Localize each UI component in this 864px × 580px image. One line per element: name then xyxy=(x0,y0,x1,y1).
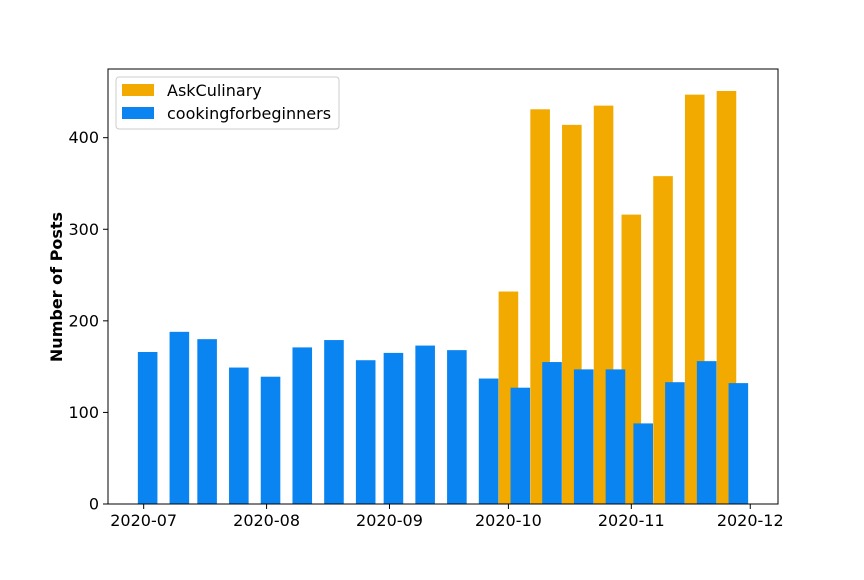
bar-cookingforbeginners-2020-08-10 xyxy=(292,347,313,504)
bar-cookingforbeginners-2020-08-02 xyxy=(260,376,281,504)
bar-cookingforbeginners-2020-08-18 xyxy=(324,340,344,504)
bar-cookingforbeginners-2020-09-26 xyxy=(478,378,499,504)
x-tick-label-2020-12: 2020-12 xyxy=(717,511,784,530)
bar-cookingforbeginners-2020-10-20 xyxy=(573,369,594,504)
legend-box xyxy=(115,76,340,130)
bar-cookingforbeginners-2020-07-17 xyxy=(197,339,217,504)
legend-swatch-AskCulinary xyxy=(122,84,154,96)
bar-cookingforbeginners-2020-11-04 xyxy=(633,423,653,504)
bar-cookingforbeginners-2020-11-12 xyxy=(665,382,685,504)
y-axis-label: Number of Posts xyxy=(47,212,66,362)
bar-cookingforbeginners-2020-09-18 xyxy=(447,350,467,504)
bar-cookingforbeginners-2020-07-02 xyxy=(137,351,158,504)
bar-cookingforbeginners-2020-11-28 xyxy=(728,383,749,504)
y-tick-label-200: 200 xyxy=(68,311,99,330)
x-tick-label-2020-07: 2020-07 xyxy=(110,511,177,530)
legend-label-cookingforbeginners: cookingforbeginners xyxy=(167,104,331,123)
series-cookingforbeginners xyxy=(137,331,749,504)
bar-cookingforbeginners-2020-07-25 xyxy=(229,367,249,504)
y-tick-label-400: 400 xyxy=(68,128,99,147)
y-axis: 0 100 200 300 400 xyxy=(68,128,108,514)
legend-swatch-cookingforbeginners xyxy=(122,107,154,119)
bar-cookingforbeginners-2020-07-10 xyxy=(169,331,190,504)
x-tick-label-2020-09: 2020-09 xyxy=(356,511,423,530)
y-tick-label-100: 100 xyxy=(68,403,99,422)
bar-cookingforbeginners-2020-10-28 xyxy=(605,369,626,504)
y-tick-label-0: 0 xyxy=(89,495,99,514)
bar-cookingforbeginners-2020-10-04 xyxy=(510,387,531,504)
bars-layer xyxy=(137,90,749,505)
bar-cookingforbeginners-2020-11-20 xyxy=(696,361,717,504)
bar-cookingforbeginners-2020-08-26 xyxy=(355,360,376,504)
y-tick-label-300: 300 xyxy=(68,220,99,239)
x-tick-label-2020-08: 2020-08 xyxy=(233,511,300,530)
legend-label-AskCulinary: AskCulinary xyxy=(167,81,262,100)
bar-cookingforbeginners-2020-09-02 xyxy=(383,352,404,504)
plot-frame xyxy=(107,68,779,505)
bar-cookingforbeginners-2020-10-12 xyxy=(542,362,562,504)
x-tick-label-2020-10: 2020-10 xyxy=(475,511,542,530)
bar-cookingforbeginners-2020-09-10 xyxy=(415,345,435,504)
x-tick-label-2020-11: 2020-11 xyxy=(598,511,665,530)
legend: AskCulinary cookingforbeginners xyxy=(115,76,340,130)
x-axis: 2020-07 2020-08 2020-09 2020-10 2020-11 2020-… xyxy=(110,504,784,530)
